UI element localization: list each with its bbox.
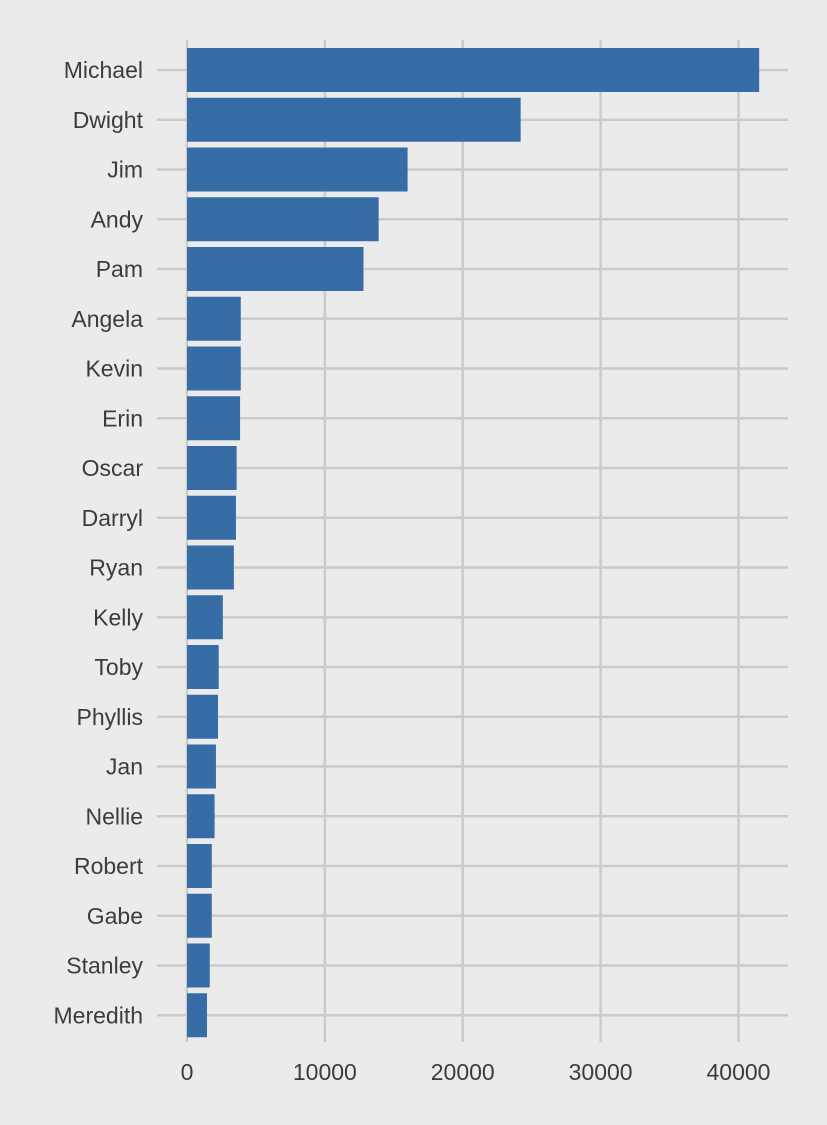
bar-ryan [187,545,234,590]
bar-kelly [187,595,223,640]
bar-michael [187,48,760,92]
category-label: Andy [91,206,144,232]
bar-darryl [187,495,236,540]
bar-kevin [187,346,241,391]
bar-oscar [187,446,237,490]
x-tick-label: 20000 [431,1059,495,1085]
x-axis-ticks: 0 10000 20000 30000 40000 [181,1059,771,1085]
category-label: Phyllis [77,704,143,730]
bar-meredith [187,993,207,1038]
bar-jan [187,744,216,789]
bar-pam [187,247,364,291]
category-labels: Michael Dwight Jim Andy Pam Angela Kevin Erin Os… [54,57,144,1028]
x-tick-label: 0 [181,1059,194,1085]
category-label: Oscar [82,455,144,481]
x-tick-label: 10000 [293,1059,357,1085]
bar-gabe [187,893,212,938]
bar-stanley [187,943,210,988]
bar-erin [187,396,241,441]
category-label: Michael [64,57,143,83]
bar-phyllis [187,694,219,739]
category-label: Darryl [82,505,143,531]
bar-robert [187,844,212,888]
category-label: Stanley [66,953,143,979]
category-label: Toby [94,654,143,680]
category-label: Kelly [93,604,143,630]
bar-toby [187,645,219,689]
bars [187,48,760,1038]
category-label: Angela [71,306,143,332]
bar-andy [187,197,379,242]
category-label: Jim [107,157,143,183]
bar-jim [187,147,408,192]
category-label: Ryan [89,555,143,581]
bar-angela [187,296,241,341]
x-tick-label: 30000 [569,1059,633,1085]
category-label: Robert [74,853,144,879]
category-label: Gabe [87,903,143,929]
bar-dwight [187,97,521,142]
category-label: Kevin [85,356,143,382]
category-label: Dwight [73,107,144,133]
category-label: Erin [102,405,143,431]
category-label: Pam [96,256,143,282]
category-label: Meredith [54,1002,143,1028]
category-label: Nellie [85,803,143,829]
category-label: Jan [106,754,143,780]
bar-nellie [187,794,215,839]
x-tick-label: 40000 [707,1059,771,1085]
